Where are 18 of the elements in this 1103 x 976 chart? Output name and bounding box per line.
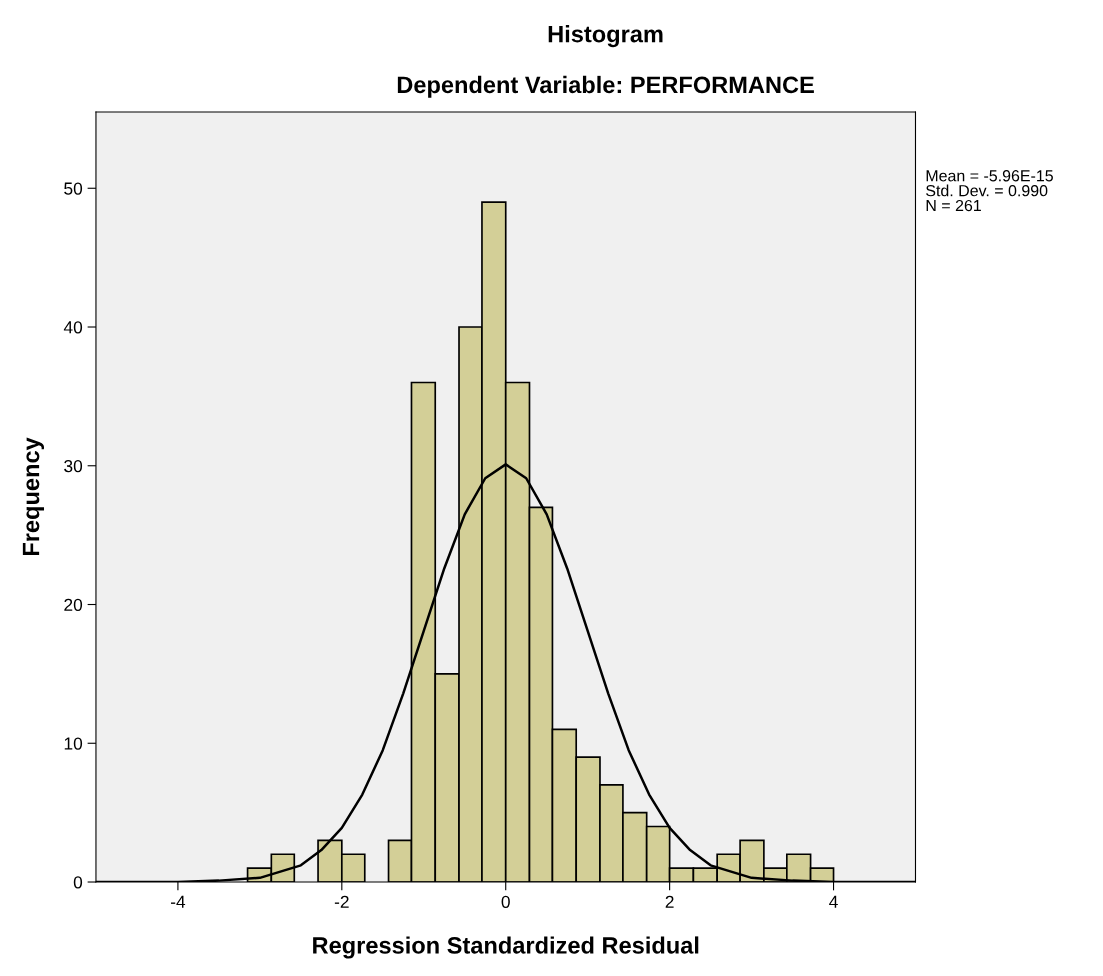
x-axis-title: Regression Standardized Residual xyxy=(313,936,699,959)
text: N = 261 xyxy=(926,199,981,212)
chart-title: Histogram xyxy=(548,25,663,48)
y-tick-label: 30 xyxy=(64,459,83,473)
chart-subtitle: Dependent Variable: PERFORMANCE xyxy=(397,75,814,98)
y-axis-title: Frequency xyxy=(22,437,45,556)
x-tick-label: 4 xyxy=(829,895,838,908)
y-tick-label: 40 xyxy=(63,321,83,334)
y-tick-label: 20 xyxy=(64,598,83,611)
x-tick-label: 2 xyxy=(665,895,674,908)
y-tick-label: 0 xyxy=(73,876,83,889)
y-tick-label: 50 xyxy=(64,182,83,195)
text: Std. Dev. = 0.990 xyxy=(926,184,1048,197)
text: Mean = -5.96E-15 xyxy=(926,170,1053,182)
x-tick-label: 0 xyxy=(501,895,510,908)
x-tick-label: -4 xyxy=(170,895,186,908)
x-tick-label: -2 xyxy=(334,895,349,908)
y-tick-label: 10 xyxy=(64,737,83,750)
